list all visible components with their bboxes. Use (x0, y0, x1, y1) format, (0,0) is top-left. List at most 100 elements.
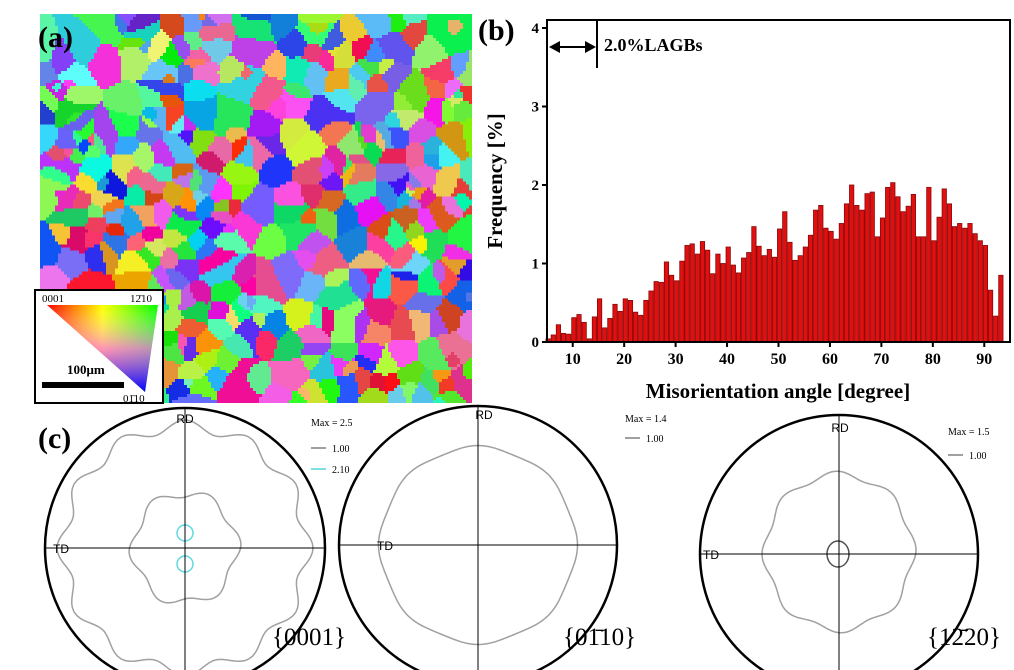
x-tick-label: 40 (719, 351, 735, 368)
histogram-bar (576, 314, 582, 343)
y-tick-label: 4 (532, 21, 540, 37)
x-axis-label: Misorientation angle [degree] (646, 379, 910, 403)
panel-b-histogram: (b) 10 20 30 40 50 60 70 80 90 0 1 2 3 4 Misorientat… (478, 14, 1011, 403)
histogram-bar (777, 228, 783, 343)
panel-a-label: (a) (38, 21, 73, 54)
pole-figure-title: {12̄20} (927, 624, 1001, 651)
arrow-right-icon (585, 41, 596, 53)
x-tick-label: 30 (668, 351, 684, 368)
histogram-bar (910, 194, 916, 343)
histogram-bar (900, 211, 906, 343)
pole-figure-0001: RD TD Max = 2.5 1.00 2.10 {0001} (43, 406, 352, 670)
max-label: Max = 2.5 (311, 418, 352, 429)
histogram-bar (885, 186, 891, 343)
scale-bar-label: 100μm (67, 362, 105, 377)
histogram-bar (869, 191, 875, 343)
histogram-bar (977, 240, 983, 343)
histogram-bar (771, 256, 778, 343)
y-tick-label: 2 (532, 178, 540, 194)
histogram-bar (843, 203, 850, 343)
histogram-bar (849, 184, 855, 343)
x-tick-label: 90 (976, 351, 992, 368)
histogram-bar (705, 249, 711, 343)
x-tick-label: 60 (822, 351, 838, 368)
ipf-corner-0001: 0001 (42, 293, 64, 305)
bars (545, 182, 1004, 343)
td-label: TD (53, 542, 69, 556)
histogram-bar (905, 205, 911, 343)
histogram-bar (915, 236, 922, 343)
histogram-bar (926, 186, 932, 343)
histogram-bar (710, 273, 716, 343)
histogram-bar (725, 246, 731, 343)
histogram-bar (946, 203, 952, 343)
td-label: TD (377, 539, 393, 553)
y-tick-label: 0 (532, 335, 540, 351)
legend-level: 2.10 (332, 465, 350, 476)
histogram-bar (746, 252, 752, 343)
histogram-bar (854, 205, 860, 343)
histogram-bar (921, 236, 927, 343)
histogram-bar (982, 245, 988, 343)
legend-level: 1.00 (332, 444, 350, 455)
histogram-bar (951, 226, 958, 343)
histogram-bar (612, 303, 618, 343)
histogram-bar (720, 263, 726, 343)
rd-label: RD (831, 421, 849, 435)
histogram-bar (715, 253, 721, 343)
histogram-bar (998, 274, 1004, 343)
legend-level: 1.00 (969, 451, 987, 462)
histogram-bar (895, 196, 901, 343)
x-tick-label: 20 (616, 351, 632, 368)
histogram-bar (591, 316, 598, 343)
histogram-bar (607, 318, 613, 343)
pole-figure-title: {01̄10} (563, 624, 636, 651)
pole-figure-1220: RD TD Max = 1.5 1.00 {12̄20} (698, 413, 1001, 670)
arrow-left-icon (549, 41, 560, 53)
ipf-corner-0110: 01̄10 (123, 393, 145, 405)
histogram-bar (756, 245, 762, 343)
histogram-bar (931, 240, 937, 343)
pole-figure-0110: RD TD Max = 1.4 1.00 {01̄10} (337, 404, 666, 670)
histogram-bar (741, 257, 747, 343)
td-label: TD (703, 548, 719, 562)
contour-1.00 (761, 470, 917, 634)
panel-b-label: (b) (478, 14, 515, 47)
histogram-bar (807, 234, 814, 343)
histogram-bar (648, 290, 654, 343)
x-tick-label: 50 (771, 351, 787, 368)
histogram-bar (957, 223, 963, 343)
rd-label: RD (475, 408, 493, 422)
panel-c: (c) RD TD Max = 2.5 1.00 2.10 {0001} RD (38, 404, 1001, 670)
histogram-bar (972, 233, 978, 343)
histogram-bar (735, 272, 742, 343)
histogram-bar (967, 223, 973, 343)
histogram-bar (828, 230, 834, 343)
y-axis: 0 1 2 3 4 (532, 21, 547, 351)
histogram-bar (674, 280, 680, 343)
histogram-bar (643, 299, 649, 343)
histogram-bar (838, 223, 844, 343)
histogram-bar (617, 310, 623, 343)
ipf-corner-1210: 12̄10 (130, 293, 153, 305)
histogram-bar (694, 253, 700, 343)
pole-figure-title: {0001} (272, 624, 346, 651)
y-tick-label: 1 (532, 257, 540, 273)
x-tick-label: 10 (565, 351, 581, 368)
pole-figure-circle (43, 406, 327, 670)
panel-a: (a) 0001 12̄10 01̄10 100μm (34, 21, 164, 405)
histogram-bar (669, 274, 675, 343)
histogram-bar (890, 182, 896, 343)
histogram-bar (658, 281, 664, 343)
legend-level: 1.00 (646, 434, 664, 445)
histogram-bar (792, 259, 798, 343)
histogram-bar (653, 281, 659, 343)
histogram-bar (571, 317, 577, 343)
x-axis: 10 20 30 40 50 60 70 80 90 (565, 342, 992, 368)
histogram-bar (602, 327, 608, 343)
max-label: Max = 1.4 (625, 414, 666, 425)
pole-figure-circle (698, 413, 980, 670)
max-label: Max = 1.5 (948, 427, 989, 438)
x-tick-label: 70 (873, 351, 889, 368)
histogram-bar (813, 209, 819, 343)
